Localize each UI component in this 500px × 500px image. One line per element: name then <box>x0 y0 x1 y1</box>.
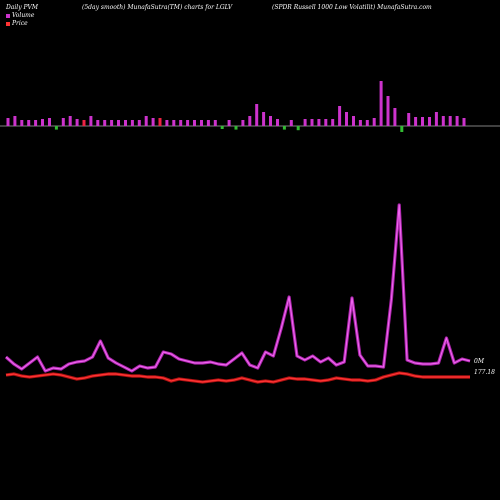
volume-bar <box>352 116 355 126</box>
volume-bar <box>20 120 24 126</box>
volume-bar <box>75 119 79 126</box>
volume-bar <box>130 120 134 126</box>
chart-header-right: (SPDR Russell 1000 Low Volatilit) Munafa… <box>272 4 432 11</box>
volume-bar <box>110 120 114 126</box>
volume-bar <box>441 116 445 126</box>
volume-bar <box>324 119 328 126</box>
volume-bar <box>331 119 335 126</box>
volume-bar <box>234 126 238 130</box>
legend-volume: Volume <box>6 12 34 19</box>
volume-bar <box>206 120 210 126</box>
volume-bar <box>428 117 431 126</box>
volume-bar <box>448 116 452 126</box>
volume-bar <box>61 118 65 126</box>
volume-bar <box>255 104 259 126</box>
volume-bar <box>13 116 17 126</box>
volume-bar <box>48 118 51 126</box>
volume-bar <box>172 120 176 126</box>
volume-bar <box>96 120 100 126</box>
volume-bar <box>54 126 58 130</box>
volume-bar <box>421 117 424 126</box>
volume-bar <box>27 120 31 126</box>
volume-bar <box>365 120 369 126</box>
legend-volume-label: Volume <box>12 12 35 19</box>
volume-bar <box>186 120 190 126</box>
volume-bar <box>179 120 183 126</box>
volume-bar <box>393 108 397 126</box>
volume-bar <box>151 118 155 126</box>
volume-bar <box>82 120 86 126</box>
chart-header-middle: (5day smooth) MunafaSutra(TM) charts for… <box>82 4 233 11</box>
volume-bar <box>400 126 404 132</box>
volume-bar <box>310 119 314 126</box>
volume-bar <box>103 120 107 126</box>
volume-bar <box>89 116 93 126</box>
volume-bar <box>117 120 120 126</box>
volume-bar <box>386 96 390 126</box>
volume-bar <box>269 116 272 126</box>
volume-bar <box>379 81 383 126</box>
volume-bar <box>296 126 300 131</box>
volume-bar <box>414 117 418 126</box>
volume-bar <box>144 116 148 126</box>
volume-bar <box>137 120 141 126</box>
chart-header-left: Daily PVM <box>6 4 39 11</box>
volume-bar <box>338 106 342 126</box>
volume-bar <box>317 119 321 126</box>
volume-bar <box>303 119 307 126</box>
volume-bar <box>358 120 362 126</box>
volume-bar <box>248 116 252 126</box>
volume-bar <box>34 120 38 126</box>
volume-bar <box>455 116 459 126</box>
price-line-glow <box>5 371 470 384</box>
volume-bar <box>241 120 245 126</box>
price-last-label: 177.18 <box>474 369 495 376</box>
volume-bar <box>124 120 127 126</box>
volume-bar <box>6 118 10 126</box>
volume-bar <box>227 120 231 126</box>
volume-bar <box>407 113 411 126</box>
volume-bar <box>345 112 348 126</box>
volume-bar <box>434 112 438 126</box>
volume-bar <box>282 126 286 130</box>
volume-bar <box>165 120 169 126</box>
volume-bar <box>462 118 466 126</box>
volume-bar <box>41 119 44 126</box>
volume-bar <box>276 119 279 126</box>
legend-price-label: Price <box>12 20 28 27</box>
volume-bar <box>372 118 376 126</box>
volume-bar <box>262 112 266 126</box>
price-line <box>5 372 470 383</box>
legend-price: Price <box>6 20 28 27</box>
volume-bar <box>200 120 203 126</box>
volume-last-label: 0M <box>474 358 484 365</box>
volume-bar <box>158 118 162 126</box>
volume-line <box>5 204 471 372</box>
volume-bar <box>68 116 72 126</box>
volume-bar <box>193 120 196 126</box>
legend-price-swatch <box>6 21 10 26</box>
volume-bar <box>220 126 224 129</box>
legend-volume-swatch <box>6 13 10 18</box>
volume-bar <box>213 120 217 126</box>
volume-bar <box>289 120 293 126</box>
